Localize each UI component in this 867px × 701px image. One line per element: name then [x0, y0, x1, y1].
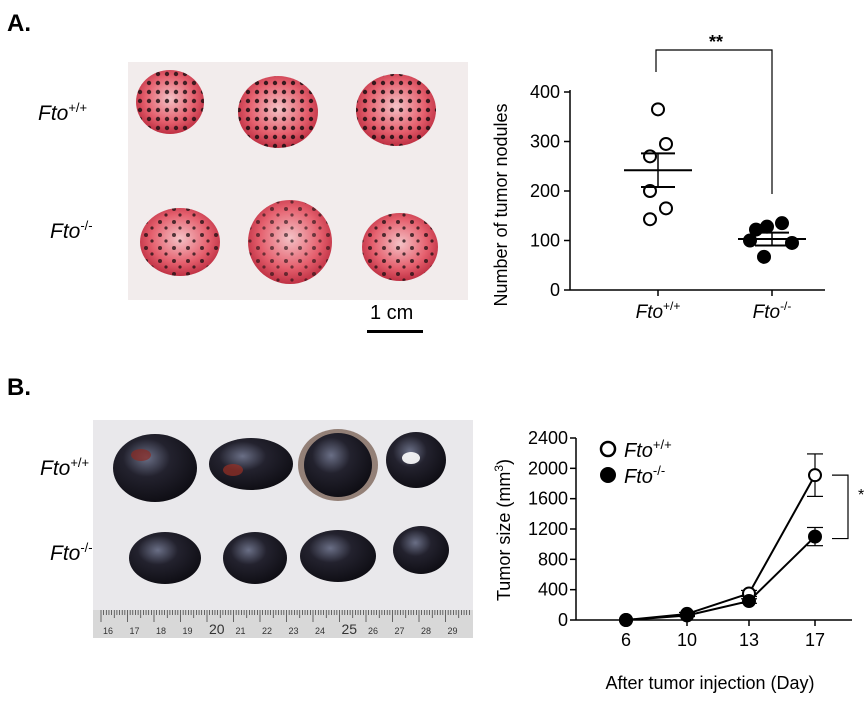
- legend-label-ko: Fto-/-: [624, 463, 665, 488]
- ruler-label: 26: [368, 626, 378, 636]
- chart-a-significance: **: [709, 32, 723, 52]
- ruler-label: 27: [395, 626, 405, 636]
- panel-label-b: B.: [7, 374, 31, 401]
- chart-a-point: [659, 201, 673, 216]
- chart-b-xtick-label: 10: [677, 630, 697, 650]
- chart-b-ylabel: Tumor size (mm3): [492, 459, 514, 601]
- chart-b-xlabel: After tumor injection (Day): [605, 673, 814, 693]
- legend-label-wt: Fto+/+: [624, 437, 672, 462]
- photo-b-row-label-ko: Fto-/-: [50, 540, 93, 565]
- chart-b-ytick-label: 1200: [528, 519, 568, 539]
- tumor-bottom-1: [129, 532, 201, 584]
- scale-bar: [367, 330, 423, 333]
- chart-a-ytick-label: 0: [550, 280, 560, 300]
- ruler: 16 17 18 19 20 21 22 23 24 25 26 27 28 29: [93, 610, 473, 638]
- chart-b-point: [619, 613, 633, 627]
- tumor-top-2: [209, 438, 293, 490]
- tumor-nodules-chart: Number of tumor nodules 0 100 200 300 400 **…: [491, 32, 825, 323]
- chart-b-significance-bracket: [832, 474, 849, 540]
- tumor-top-3: [298, 429, 378, 501]
- chart-a-point: [743, 233, 757, 248]
- chart-b-ytick-label: 800: [538, 549, 568, 569]
- ruler-label: 22: [262, 626, 272, 636]
- ruler-label: 24: [315, 626, 325, 636]
- chart-b-ytick-label: 2400: [528, 428, 568, 448]
- lung-bottom-1: [140, 208, 220, 276]
- chart-b-xtick-label: 17: [805, 630, 825, 650]
- chart-a-ytick-label: 400: [530, 82, 560, 102]
- scale-bar-label: 1 cm: [370, 302, 414, 324]
- ruler-label: 23: [289, 626, 299, 636]
- chart-a-category-ko: Fto-/-: [753, 299, 792, 323]
- chart-b-point: [680, 608, 694, 623]
- tumor-top-1: [113, 434, 197, 502]
- photo-b-row-label-wt: Fto+/+: [40, 455, 90, 480]
- chart-a-point: [659, 136, 673, 151]
- ruler-label: 21: [236, 626, 246, 636]
- tumor-top-4: [386, 432, 446, 488]
- tumor-bottom-2: [223, 532, 287, 584]
- chart-b-point: [808, 529, 822, 544]
- lung-bottom-3: [362, 213, 438, 281]
- lung-top-1: [136, 70, 204, 134]
- chart-a-ytick-label: 200: [530, 181, 560, 201]
- chart-a-point: [643, 212, 657, 227]
- lung-photo: [128, 62, 468, 300]
- chart-a-ylabel: Number of tumor nodules: [491, 103, 511, 306]
- ruler-label: 20: [209, 621, 225, 637]
- photo-a-row-label-ko: Fto-/-: [50, 218, 93, 243]
- chart-b-significance: *: [858, 487, 864, 504]
- ruler-label: 19: [183, 626, 193, 636]
- chart-b-series-line: [625, 535, 816, 621]
- ruler-label: 29: [448, 626, 458, 636]
- ruler-label: 25: [342, 621, 358, 637]
- chart-b-ytick-label: 1600: [528, 489, 568, 509]
- photo-a-row-label-wt: Fto+/+: [38, 100, 88, 125]
- chart-a-point: [643, 149, 657, 164]
- lung-top-3: [356, 74, 436, 146]
- chart-b-series-line: [625, 474, 816, 621]
- legend-marker-ko: [600, 467, 616, 483]
- lung-top-2: [238, 76, 318, 148]
- ruler-label: 28: [421, 626, 431, 636]
- chart-a-significance-bracket: [655, 49, 773, 194]
- chart-b-xtick-label: 13: [739, 630, 759, 650]
- chart-a-ytick-label: 100: [530, 231, 560, 251]
- panel-label-a: A.: [7, 10, 31, 37]
- tumor-photo: 16 17 18 19 20 21 22 23 24 25 26 27 28 29: [93, 420, 473, 638]
- legend-marker-wt: [599, 440, 617, 458]
- tumor-bottom-4: [393, 526, 449, 574]
- chart-a-point: [651, 102, 665, 117]
- ruler-label: 18: [156, 626, 166, 636]
- tumor-bottom-3: [300, 530, 376, 582]
- chart-a-category-wt: Fto+/+: [636, 299, 681, 323]
- chart-a-ytick-label: 300: [530, 132, 560, 152]
- chart-b-ytick-label: 2000: [528, 458, 568, 478]
- tumor-photo-graphic: 16 17 18 19 20 21 22 23 24 25 26 27 28 29: [93, 420, 473, 638]
- chart-b-xtick-label: 6: [621, 630, 631, 650]
- chart-b-ytick-label: 400: [538, 580, 568, 600]
- ruler-label: 17: [130, 626, 140, 636]
- chart-b-point: [742, 594, 756, 609]
- tumor-size-chart: Tumor size (mm3) After tumor injection (…: [492, 428, 864, 693]
- chart-a-point: [757, 249, 771, 264]
- lung-photo-graphic: [128, 62, 468, 300]
- chart-a-point: [775, 216, 789, 231]
- ruler-label: 16: [103, 626, 113, 636]
- chart-b-ytick-label: 0: [558, 610, 568, 630]
- chart-b-point: [808, 468, 822, 483]
- lung-bottom-2: [248, 200, 332, 284]
